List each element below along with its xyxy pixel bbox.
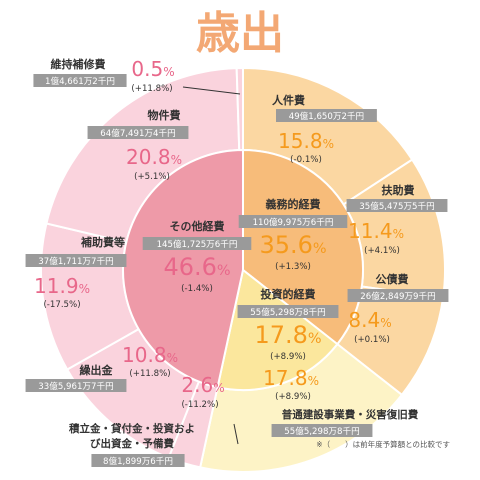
leader-reserve (233, 423, 239, 445)
change-rate: (+11.8%) (129, 369, 170, 379)
amount-tag: 145億1,725万6千円 (157, 238, 238, 250)
category-name: 積立金・貸付金・投資およ (68, 422, 195, 435)
inner-slice (242, 148, 364, 346)
inner-ring (122, 148, 364, 391)
category-name: 維持補修費 (51, 57, 106, 71)
category-name: その他経費 (170, 219, 225, 233)
amount-tag-bg (276, 109, 377, 122)
percent-value: 0.5% (131, 57, 174, 81)
category-name: 物件費 (148, 108, 181, 122)
change-rate: (-1.4%) (181, 284, 213, 294)
category-name: 繰出金 (80, 363, 114, 377)
outer-label-7: 物件費 64億7,491万4千円 20.8% (+5.1%) (87, 108, 189, 182)
percent-value: 17.8% (254, 321, 321, 349)
percent-value: 17.8% (263, 366, 319, 390)
outer-label-2: 公債費 26億2,849万9千円 8.4% (+0.1%) (347, 272, 449, 345)
outer-label-6: 補助費等 37億1,711万7千円 11.9% (-17.5%) (25, 235, 127, 310)
change-rate: (+5.1%) (134, 172, 170, 182)
leader-maintenance (182, 86, 241, 95)
category-name: 義務的経費 (266, 197, 321, 211)
category-name: 人件費 (272, 93, 305, 107)
amount-tag-bg (87, 126, 189, 139)
outer-label-8: 維持補修費 1億4,661万2千円 0.5% (+11.8%) (33, 57, 175, 94)
percent-value: 46.6% (163, 253, 230, 281)
percent-value: 15.8% (278, 129, 334, 153)
amount-tag-bg (91, 454, 185, 467)
amount-tag-bg (25, 379, 127, 392)
change-rate: (+11.8%) (131, 84, 172, 94)
change-rate: (-0.1%) (290, 155, 322, 165)
percent-value: 8.4% (348, 308, 391, 332)
outer-label-0: 人件費 49億1,650万2千円 15.8% (-0.1%) (272, 93, 377, 165)
change-rate: (+4.1%) (364, 246, 400, 256)
amount-tag-bg (238, 215, 348, 228)
amount-tag-bg (347, 289, 449, 302)
amount-tag: 26億2,849万9千円 (360, 290, 435, 302)
chart-title: 歳出 (196, 8, 284, 59)
percent-value: 20.8% (126, 145, 182, 169)
outer-label-3: 17.8% (+8.9%) 普通建設事業費・災害復旧費 55億5,298万8千円 (263, 366, 419, 437)
category-name: 公債費 (376, 272, 409, 286)
change-rate: (+8.9%) (270, 352, 306, 362)
amount-tag-bg (271, 424, 373, 437)
outer-label-1: 扶助費 35億5,475万5千円 11.4% (+4.1%) (346, 183, 448, 256)
outer-label-5: 10.8% (+11.8%) 繰出金 33億5,961万7千円 (25, 343, 178, 392)
percent-value: 11.4% (348, 219, 404, 243)
leader-lines (182, 86, 241, 445)
slice-labels: 義務的経費 110億9,975万6千円 35.6% (+1.3%) 投資的経費 55億5,… (25, 57, 449, 467)
amount-tag: 110億9,975万6千円 (253, 216, 334, 228)
amount-tag: 8億1,899万6千円 (103, 455, 173, 467)
change-rate: (+8.9%) (275, 392, 311, 402)
inner-label-0: 義務的経費 110億9,975万6千円 35.6% (+1.3%) (238, 197, 348, 272)
change-rate: (-17.5%) (43, 300, 80, 310)
inner-label-2: その他経費 145億1,725万6千円 46.6% (-1.4%) (142, 219, 252, 294)
amount-tag-bg (33, 74, 127, 87)
percent-value: 35.6% (259, 231, 326, 259)
amount-tag: 49億1,650万2千円 (289, 110, 364, 122)
change-rate: (+0.1%) (354, 335, 390, 345)
amount-tag: 33億5,961万7千円 (38, 380, 113, 392)
amount-tag-bg (346, 199, 448, 212)
category-name: 補助費等 (80, 235, 125, 249)
category-name: 扶助費 (382, 183, 415, 197)
percent-value: 2.6% (181, 373, 224, 397)
amount-tag: 37億1,711万7千円 (38, 255, 113, 267)
amount-tag: 55億5,298万8千円 (284, 425, 359, 437)
footnote: ※（ ）は前年度予算額との比較です (316, 439, 450, 449)
amount-tag: 55億5,298万8千円 (250, 306, 325, 318)
category-name: 投資的経費 (261, 287, 316, 301)
inner-slice (216, 268, 339, 391)
change-rate: (-11.2%) (181, 400, 218, 410)
amount-tag-bg (25, 254, 127, 267)
amount-tag: 64億7,491万4千円 (100, 127, 175, 139)
inner-label-1: 投資的経費 55億5,298万8千円 17.8% (+8.9%) (237, 287, 339, 362)
amount-tag-bg (142, 237, 252, 250)
percent-value: 10.8% (122, 343, 178, 367)
percent-value: 11.9% (34, 274, 90, 298)
amount-tag-bg (237, 305, 339, 318)
category-name: 普通建設事業費・災害復旧費 (282, 408, 419, 421)
category-name: び出資金・予備費 (90, 437, 174, 450)
amount-tag: 1億4,661万2千円 (45, 75, 115, 87)
amount-tag: 35億5,475万5千円 (359, 200, 434, 212)
change-rate: (+1.3%) (275, 262, 311, 272)
